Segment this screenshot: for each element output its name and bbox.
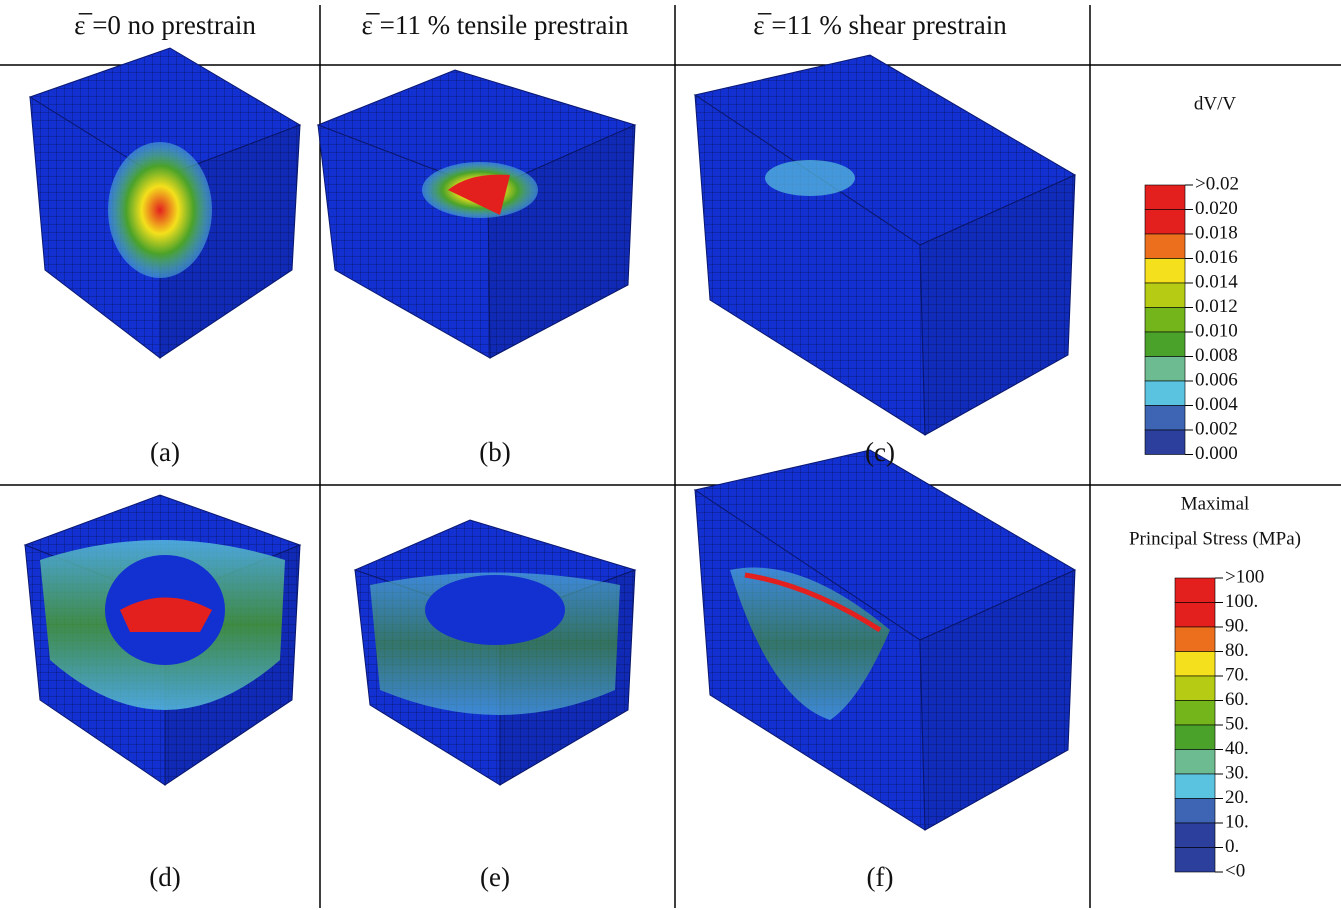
legend-label: 70.: [1225, 664, 1249, 685]
legend-swatch: [1174, 602, 1216, 628]
panel-label: (a): [150, 437, 180, 467]
panel-label: (c): [865, 437, 895, 467]
legend-swatch: [1144, 405, 1186, 431]
column-header: ε̅ =0 no prestrain: [74, 10, 256, 40]
legend-swatch: [1144, 356, 1186, 382]
panel-label: (e): [480, 862, 510, 892]
legend-label: 0.018: [1195, 222, 1238, 243]
legend-swatch: [1174, 577, 1216, 603]
column-header: ε̅ =11 % tensile prestrain: [362, 10, 629, 40]
legend-swatch: [1144, 380, 1186, 406]
panel-label: (d): [149, 862, 180, 892]
legend-label: >0.02: [1195, 173, 1239, 194]
legend-swatch: [1144, 282, 1186, 308]
cube-face: [919, 569, 1076, 831]
legend-label: 10.: [1225, 811, 1249, 832]
legend-label: 0.002: [1195, 418, 1238, 439]
legend-label: 30.: [1225, 762, 1249, 783]
grid-lines: [0, 5, 1341, 908]
legend-label: 0.014: [1195, 271, 1238, 292]
legend-title: Maximal: [1181, 493, 1250, 514]
legend-label: >100: [1225, 566, 1264, 587]
legend-swatch: [1144, 258, 1186, 284]
stress-region: [120, 597, 212, 632]
stress-region: [448, 174, 510, 215]
legend-swatch: [1144, 307, 1186, 333]
legend-label: 20.: [1225, 787, 1249, 808]
legend-label: 60.: [1225, 689, 1249, 710]
legend-label: 0.016: [1195, 247, 1238, 268]
stress-region: [765, 160, 855, 196]
legend-swatch: [1144, 184, 1186, 210]
legend-swatch: [1144, 209, 1186, 235]
simulations: [23, 47, 1077, 831]
cube-shade: [920, 570, 1075, 830]
legend-swatch: [1174, 773, 1216, 799]
panel-label: (f): [867, 862, 894, 892]
legend-swatch: [1174, 749, 1216, 775]
cube-face: [919, 174, 1076, 436]
legend-label: 50.: [1225, 713, 1249, 734]
legend-swatch: [1174, 651, 1216, 677]
legend-label: 0.004: [1195, 394, 1238, 415]
stress-region: [108, 142, 212, 278]
legend-title: Principal Stress (MPa): [1129, 528, 1301, 549]
legend-label: 100.: [1225, 591, 1258, 612]
legend-swatch: [1174, 724, 1216, 750]
legend-swatch: [1174, 798, 1216, 824]
legend-title: dV/V: [1194, 93, 1237, 114]
legend-label: 40.: [1225, 738, 1249, 759]
legend-label: 0.006: [1195, 369, 1238, 390]
legend-swatch: [1174, 822, 1216, 848]
legend-swatch: [1144, 331, 1186, 357]
legend-label: <0: [1225, 860, 1245, 881]
legend-label: 80.: [1225, 640, 1249, 661]
stress-region: [730, 567, 890, 720]
stress-region: [744, 572, 882, 633]
stress-region: [425, 575, 565, 645]
legend-label: 90.: [1225, 615, 1249, 636]
legend-swatch: [1144, 233, 1186, 259]
legend-swatch: [1174, 847, 1216, 873]
panel-label: (b): [479, 437, 510, 467]
legend-label: 0.008: [1195, 345, 1238, 366]
cube-shade: [920, 175, 1075, 435]
legend-label: 0.: [1225, 836, 1239, 857]
legend-label: 0.020: [1195, 198, 1238, 219]
legend-label: 0.010: [1195, 320, 1238, 341]
legend-swatch: [1144, 429, 1186, 455]
legend-label: 0.000: [1195, 443, 1238, 464]
legend-swatch: [1174, 626, 1216, 652]
legend-swatch: [1174, 700, 1216, 726]
column-header: ε̅ =11 % shear prestrain: [753, 10, 1007, 40]
legend-swatch: [1174, 675, 1216, 701]
legend-label: 0.012: [1195, 296, 1238, 317]
